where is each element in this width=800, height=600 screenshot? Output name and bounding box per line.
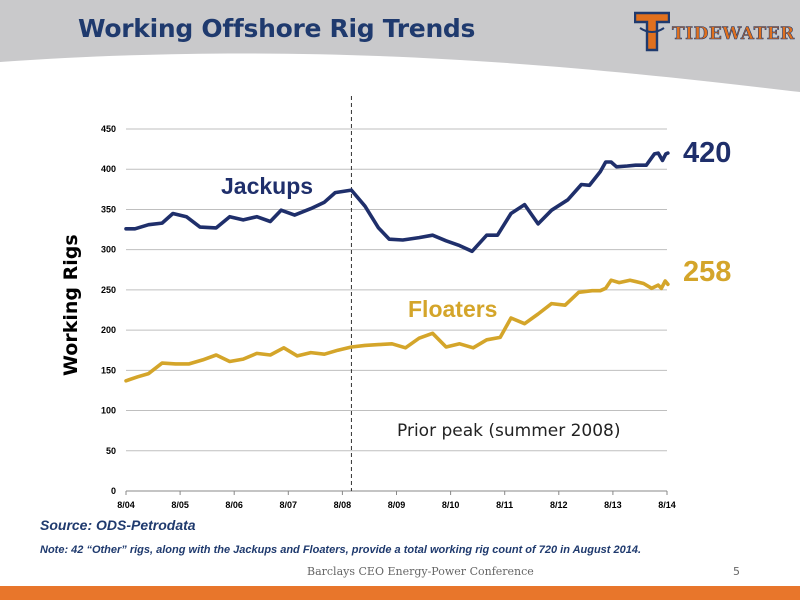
x-tick-label: 8/11 bbox=[496, 500, 513, 510]
y-tick-label: 200 bbox=[101, 325, 116, 335]
floaters-series-label: Floaters bbox=[408, 296, 498, 322]
y-tick-label: 400 bbox=[101, 164, 116, 174]
footnote: Note: 42 “Other” rigs, along with the Ja… bbox=[40, 544, 642, 556]
floaters-end-value: 258 bbox=[683, 256, 732, 288]
x-tick-label: 8/08 bbox=[334, 500, 352, 510]
jackups-series-label: Jackups bbox=[221, 173, 314, 199]
y-tick-label: 350 bbox=[101, 204, 116, 214]
page-number: 5 bbox=[733, 565, 740, 578]
y-tick-label: 450 bbox=[101, 124, 116, 134]
y-tick-label: 250 bbox=[101, 285, 116, 295]
slide-title: Working Offshore Rig Trends bbox=[78, 14, 476, 43]
floaters-line bbox=[124, 278, 670, 383]
x-tick-label: 8/05 bbox=[171, 500, 189, 510]
x-tick-label: 8/04 bbox=[117, 500, 135, 510]
y-tick-label: 300 bbox=[101, 245, 116, 255]
prior-peak-annotation: Prior peak (summer 2008) bbox=[397, 421, 621, 441]
logo-wordmark: TIDEWATER bbox=[672, 24, 795, 45]
y-tick-label: 150 bbox=[101, 365, 116, 375]
x-tick-label: 8/14 bbox=[658, 500, 676, 510]
jackups-line bbox=[124, 151, 670, 254]
x-tick-label: 8/09 bbox=[388, 500, 406, 510]
y-tick-label: 100 bbox=[101, 406, 116, 416]
bottom-accent-bar bbox=[0, 586, 800, 600]
tidewater-logo: TIDEWATER bbox=[634, 10, 795, 54]
y-tick-label: 50 bbox=[106, 446, 116, 456]
footer-conference: Barclays CEO Energy-Power Conference bbox=[307, 565, 534, 578]
header-banner bbox=[0, 0, 800, 92]
x-tick-label: 8/12 bbox=[550, 500, 568, 510]
jackups-end-value: 420 bbox=[683, 137, 732, 169]
x-tick-label: 8/06 bbox=[225, 500, 243, 510]
x-tick-label: 8/13 bbox=[604, 500, 622, 510]
x-tick-label: 8/10 bbox=[442, 500, 460, 510]
y-axis-label: Working Rigs bbox=[60, 234, 82, 376]
x-tick-label: 8/07 bbox=[280, 500, 298, 510]
y-tick-label: 0 bbox=[111, 486, 116, 496]
tidewater-t-icon bbox=[634, 11, 670, 52]
source-note: Source: ODS-Petrodata bbox=[40, 517, 196, 533]
